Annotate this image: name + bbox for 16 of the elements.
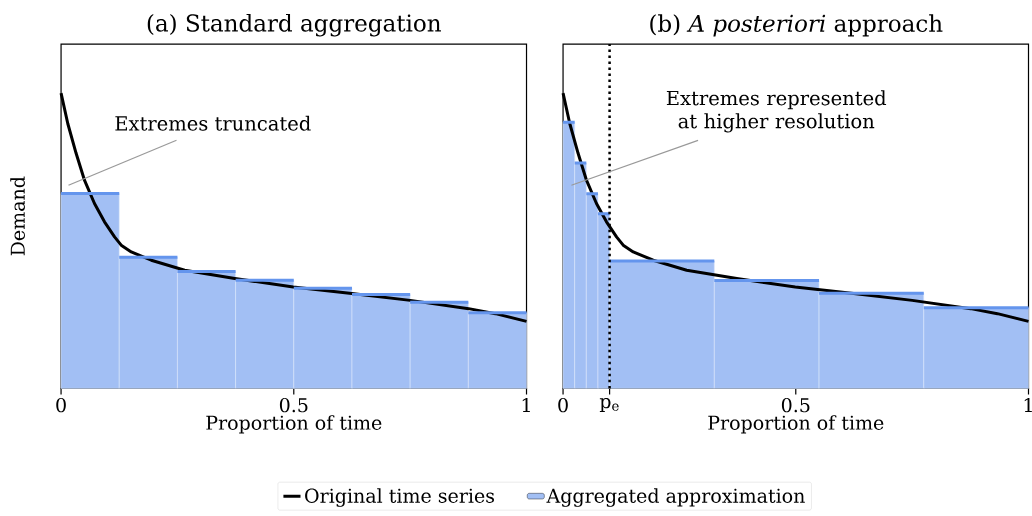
x-tick-label: 0 bbox=[56, 398, 66, 413]
annotation: Extremes truncated bbox=[115, 115, 311, 131]
x-tick-label: 1 bbox=[522, 398, 530, 413]
x-tick-label: 1 bbox=[1024, 398, 1032, 413]
annotation: Extremes represented at higher resolution bbox=[666, 90, 887, 133]
x-tick-label: 0 bbox=[558, 398, 568, 413]
x-axis-title: Proportion of time bbox=[708, 415, 884, 434]
legend-label: Original time series bbox=[305, 488, 495, 508]
chart-title: (b) A posteriori approach bbox=[650, 14, 943, 37]
legend-label: Aggregated approximation bbox=[546, 488, 805, 508]
chart-title: (a) Standard aggregation bbox=[147, 14, 441, 37]
x-axis-title: Proportion of time bbox=[206, 415, 382, 434]
y-axis-title: Demand bbox=[10, 176, 25, 256]
x-tick-label: p$_{e}$ bbox=[599, 398, 619, 413]
x-tick-label: 0.5 bbox=[781, 398, 810, 413]
x-tick-label: 0.5 bbox=[279, 398, 308, 413]
